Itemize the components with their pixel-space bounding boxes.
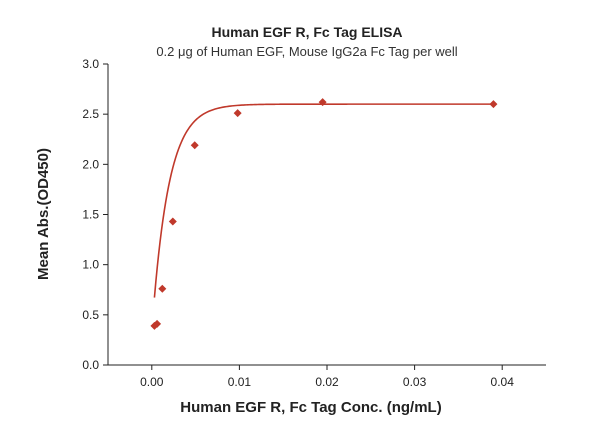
x-tick-label: 0.01 [228,375,252,389]
chart-title: Human EGF R, Fc Tag ELISA [211,24,402,40]
chart-subtitle: 0.2 μg of Human EGF, Mouse IgG2a Fc Tag … [156,44,457,59]
y-tick-label: 1.5 [82,208,99,222]
y-tick-label: 1.0 [82,258,99,272]
x-axis-title: Human EGF R, Fc Tag Conc. (ng/mL) [180,399,441,416]
y-tick-label: 0.5 [82,308,99,322]
x-axis-ticks: 0.00 0.01 0.02 0.03 0.04 [140,365,514,389]
data-point [489,100,498,109]
data-point [190,141,199,150]
y-axis-title: Mean Abs.(OD450) [35,148,52,280]
y-tick-label: 2.5 [82,107,99,121]
data-point [168,217,177,226]
x-tick-label: 0.02 [315,375,339,389]
x-tick-label: 0.03 [403,375,427,389]
x-tick-label: 0.04 [491,375,515,389]
y-tick-label: 0.0 [82,358,99,372]
y-axis-ticks: 0.0 0.5 1.0 1.5 2.0 2.5 3.0 [82,57,108,372]
fit-curve [153,103,494,298]
data-points [150,98,498,330]
x-tick-label: 0.00 [140,375,164,389]
y-tick-label: 3.0 [82,57,99,71]
y-tick-label: 2.0 [82,157,99,171]
data-point [153,319,162,328]
data-point [233,109,242,118]
data-point [318,98,327,107]
data-point [158,284,167,293]
